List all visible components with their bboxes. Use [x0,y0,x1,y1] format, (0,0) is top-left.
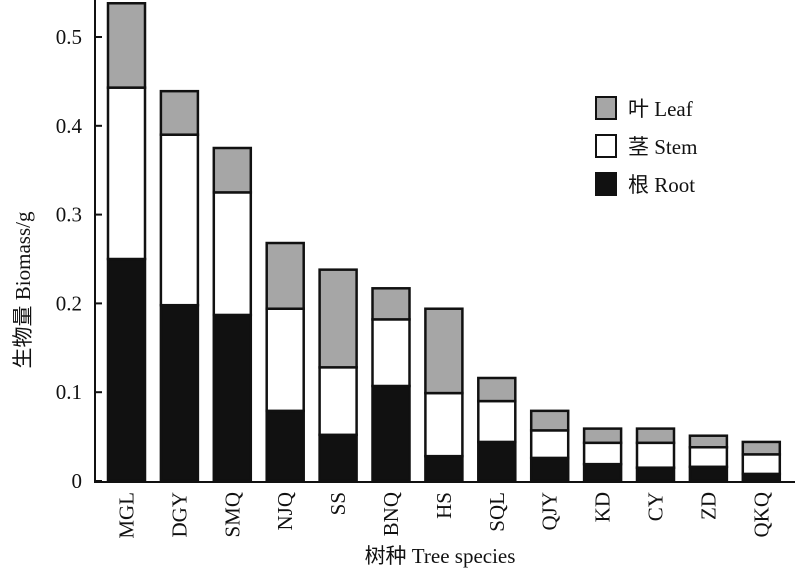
x-tick-label: BNQ [379,492,403,536]
legend-swatch [595,134,617,158]
y-tick-label: 0.5 [56,25,82,49]
x-tick-label: CY [644,492,668,521]
bar-segment-leaf-kd [582,427,623,445]
y-axis-label: 生物量 Biomass/g [11,211,35,368]
bar-segment-leaf-bnq [371,287,411,321]
x-tick-label: MGL [115,492,139,539]
bar-segment-leaf-ss [318,268,358,369]
x-tick-label: QJY [538,492,562,531]
bar-segment-root-zd [688,465,729,483]
bar-segment-root-bnq [371,384,411,483]
bar-segment-stem-cy [635,441,676,469]
y-tick-label: 0.2 [56,291,82,315]
bars-group [106,2,782,483]
y-tick-label: 0 [72,469,83,493]
x-tick-label: NJQ [273,492,297,531]
legend-label: 根 Root [628,173,695,197]
x-tick-label: KD [591,492,615,522]
bar-segment-stem-dgy [159,133,200,307]
bar-segment-leaf-hs [424,307,464,395]
bar-segment-root-kd [582,462,623,483]
x-tick-label: SQL [485,492,509,532]
legend: 叶 Leaf 茎 Stem 根 Root [595,96,697,197]
bar-segment-leaf-cy [635,427,676,445]
x-tick-label: QKQ [749,492,773,538]
legend-swatch [595,172,617,196]
y-ticks: 0 0.1 0.2 0.3 0.4 0.5 [56,25,102,493]
bar-segment-leaf-smq [212,146,253,194]
x-axis-label: 树种 Tree species [365,544,516,568]
bar-segment-stem-bnq [371,318,411,388]
y-tick-label: 0.3 [56,203,82,227]
legend-label: 叶 Leaf [628,97,693,121]
bar-segment-root-ss [318,433,358,483]
bar-segment-root-sql [477,440,517,483]
bar-segment-leaf-njq [265,241,305,310]
bar-segment-root-qjy [529,456,570,483]
bar-segment-leaf-sql [477,376,517,403]
bar-segment-leaf-qkq [741,440,782,456]
legend-swatch [595,96,617,120]
y-tick-label: 0.1 [56,380,82,404]
x-tick-label: DGY [167,492,191,538]
bar-segment-stem-sql [477,399,517,444]
y-tick-label: 0.4 [56,114,83,138]
x-tick-label: SMQ [220,492,244,538]
bar-segment-root-dgy [159,303,200,483]
bar-segment-stem-zd [688,446,729,469]
bar-segment-root-mgl [106,257,147,483]
bar-segment-leaf-qjy [529,409,570,432]
bar-segment-leaf-mgl [106,2,147,89]
bar-segment-root-cy [635,466,676,483]
legend-label: 茎 Stem [628,135,697,159]
bar-segment-stem-njq [265,307,305,413]
bar-segment-root-hs [424,454,464,483]
bar-segment-stem-hs [424,391,464,458]
bar-segment-stem-kd [582,441,623,466]
bar-segment-leaf-zd [688,434,729,449]
x-tick-label: HS [432,492,456,519]
bar-segment-stem-smq [212,191,253,317]
bar-segment-root-smq [212,313,253,483]
bar-segment-stem-qjy [529,429,570,460]
bar-segment-stem-qkq [741,453,782,476]
x-tick-label: SS [326,492,350,515]
bar-segment-stem-mgl [106,86,147,261]
bar-segment-root-njq [265,409,305,483]
bar-segment-leaf-dgy [159,89,200,136]
x-tick-label: ZD [696,492,720,520]
bar-segment-stem-ss [318,366,358,437]
x-ticks: MGL DGY SMQ NJQ SS BNQ HS SQL QJY KD CY ZD QKQ [115,492,774,539]
